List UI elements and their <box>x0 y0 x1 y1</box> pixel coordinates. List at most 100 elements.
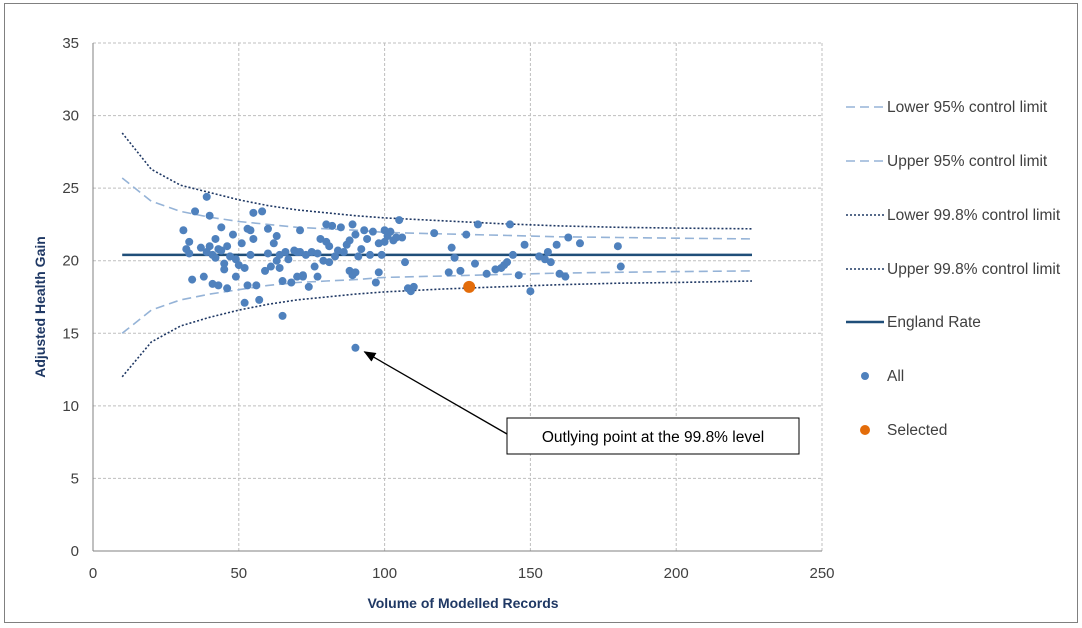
data-point <box>240 298 249 307</box>
data-point <box>462 230 471 239</box>
data-point <box>543 248 552 257</box>
data-point <box>564 233 573 242</box>
data-point <box>202 192 211 201</box>
data-point <box>211 234 220 243</box>
data-point <box>463 280 476 293</box>
data-point <box>616 262 625 271</box>
data-point <box>313 272 322 281</box>
data-point <box>505 220 514 229</box>
series-lower-95-control-limit-line <box>121 270 753 334</box>
annotation-text: Outlying point at the 99.8% level <box>542 429 764 446</box>
data-point <box>328 221 337 230</box>
data-point <box>470 259 479 268</box>
data-point <box>444 268 453 277</box>
data-point <box>188 275 197 284</box>
data-point <box>246 226 255 235</box>
annotation-arrow <box>363 351 508 435</box>
data-point <box>228 230 237 239</box>
data-point <box>348 220 357 229</box>
data-point <box>191 207 200 216</box>
data-point <box>217 246 226 255</box>
data-point <box>456 266 465 275</box>
data-point <box>278 277 287 286</box>
data-point <box>217 223 226 232</box>
legend-item-england-rate: England Rate <box>846 314 981 331</box>
data-point <box>386 227 395 236</box>
data-point <box>223 284 232 293</box>
legend-label: England Rate <box>887 314 981 331</box>
y-tick-label: 20 <box>62 253 79 270</box>
data-point <box>552 240 561 249</box>
data-point <box>613 242 622 251</box>
data-point <box>345 236 354 245</box>
annotation: Outlying point at the 99.8% level <box>363 351 800 455</box>
data-point <box>351 230 360 239</box>
series-all <box>179 192 625 352</box>
data-point <box>377 250 386 259</box>
data-point <box>514 271 523 280</box>
data-point <box>249 234 258 243</box>
data-point <box>211 253 220 262</box>
data-point <box>223 242 232 251</box>
legend: Lower 95% control limit Upper 95% control… <box>846 99 1061 439</box>
chart-frame <box>4 3 1078 623</box>
data-point <box>354 252 363 261</box>
data-point <box>185 237 194 246</box>
annotation-box <box>506 417 800 455</box>
legend-item-lower-99-8-control-limit: Lower 99.8% control limit <box>846 207 1061 224</box>
legend-item-all: All <box>861 368 904 385</box>
y-tick-label: 25 <box>62 180 79 197</box>
y-axis-title: Adjusted Health Gain <box>32 236 48 378</box>
data-point <box>482 269 491 278</box>
data-point <box>336 223 345 232</box>
data-point <box>214 281 223 290</box>
data-point <box>310 262 319 271</box>
data-point <box>351 268 360 277</box>
data-point <box>392 233 401 242</box>
x-tick-label: 50 <box>230 565 247 582</box>
data-point <box>401 258 410 267</box>
axes: 0 5 10 15 20 25 30 35 0 50 100 150 200 250 <box>62 35 834 582</box>
series-upper-99-8-control-limit-line <box>121 132 753 230</box>
x-tick-label: 0 <box>89 565 97 582</box>
data-point <box>237 239 246 248</box>
data-point <box>546 258 555 267</box>
data-point <box>243 281 252 290</box>
data-point <box>240 263 249 272</box>
data-point <box>409 282 418 291</box>
x-axis-title: Volume of Modelled Records <box>367 595 558 611</box>
data-point <box>249 208 258 217</box>
legend-label: Upper 99.8% control limit <box>887 261 1061 278</box>
legend-item-upper-99-8-control-limit: Upper 99.8% control limit <box>846 261 1061 278</box>
data-point <box>503 258 512 267</box>
data-point <box>398 233 407 242</box>
data-point <box>281 248 290 257</box>
data-point <box>179 226 188 235</box>
data-point <box>205 211 214 220</box>
legend-item-lower-95-control-limit: Lower 95% control limit <box>846 99 1048 116</box>
legend-marker <box>860 425 870 435</box>
data-point <box>357 245 366 254</box>
grid <box>93 42 823 551</box>
x-tick-label: 100 <box>372 565 397 582</box>
legend-label: Lower 99.8% control limit <box>887 207 1061 224</box>
data-point <box>368 227 377 236</box>
data-point <box>313 249 322 258</box>
data-point <box>351 343 360 352</box>
legend-label: All <box>887 368 904 385</box>
x-tick-label: 150 <box>518 565 543 582</box>
data-point <box>447 243 456 252</box>
data-point <box>450 253 459 262</box>
data-point <box>220 259 229 268</box>
series-selected <box>463 280 476 293</box>
data-point <box>246 250 255 259</box>
data-point <box>263 249 272 258</box>
legend-label: Upper 95% control limit <box>887 153 1048 170</box>
data-point <box>298 272 307 281</box>
data-point <box>196 243 205 252</box>
data-point <box>304 282 313 291</box>
data-point <box>395 216 404 225</box>
data-point <box>266 262 275 271</box>
data-point <box>366 250 375 259</box>
